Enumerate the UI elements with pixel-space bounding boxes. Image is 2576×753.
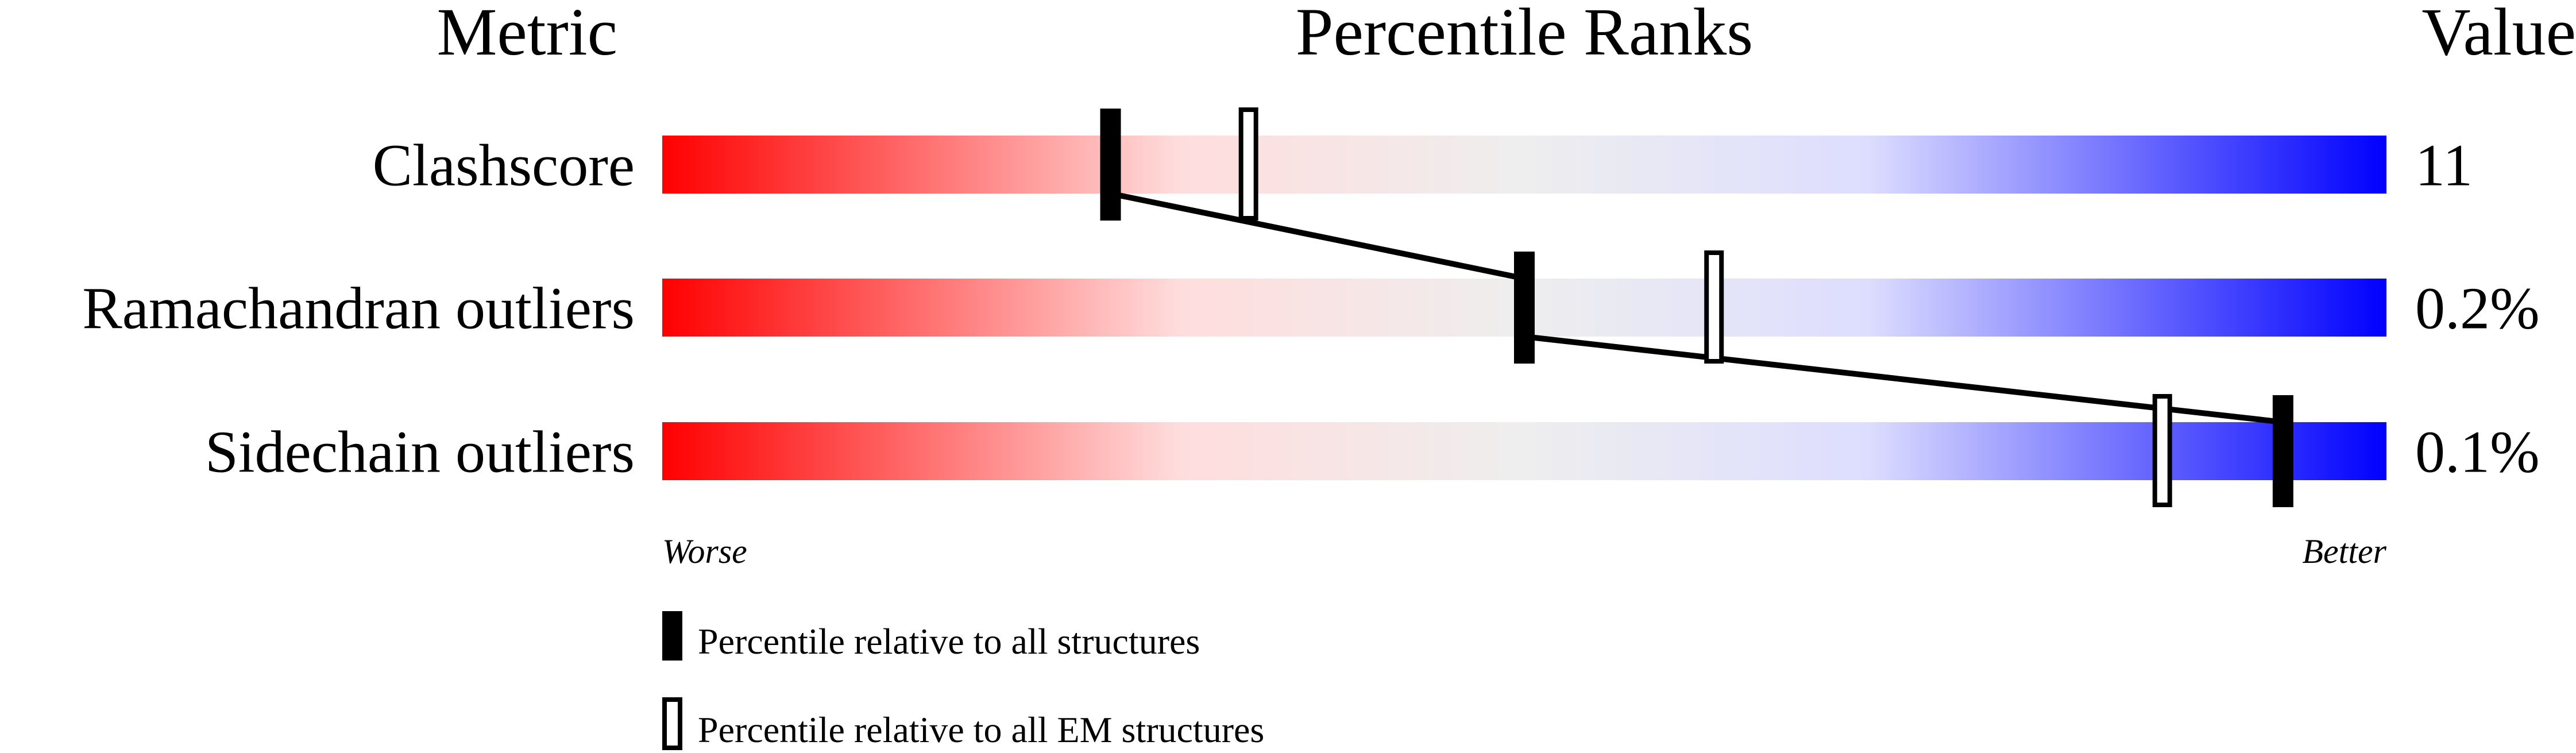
metric-value: 11 — [2415, 133, 2473, 199]
legend-open-marker — [662, 697, 682, 750]
axis-label-worse: Worse — [662, 532, 747, 570]
legend-label-all: Percentile relative to all structures — [698, 621, 1200, 662]
metric-value: 0.2% — [2415, 276, 2540, 342]
legend-label-em: Percentile relative to all EM structures — [698, 709, 1264, 750]
all-percentile-marker — [1514, 252, 1535, 364]
em-percentile-marker — [2152, 394, 2172, 507]
em-percentile-marker — [1704, 250, 1724, 364]
header-value: Value — [2421, 0, 2576, 69]
percentile-connector-line — [1110, 191, 1525, 281]
metric-label: Sidechain outliers — [205, 419, 635, 485]
percentile-bar — [662, 136, 2386, 194]
all-percentile-marker — [1100, 109, 1121, 221]
metric-label: Clashscore — [373, 133, 635, 199]
metric-value: 0.1% — [2415, 419, 2540, 485]
axis-label-better: Better — [2302, 532, 2386, 570]
em-percentile-marker — [1238, 107, 1258, 221]
percentile-bar — [662, 422, 2386, 480]
legend-filled-marker — [662, 611, 682, 661]
header-metric: Metric — [437, 0, 617, 69]
metric-label: Ramachandran outliers — [82, 276, 635, 342]
header-percentile-ranks: Percentile Ranks — [1296, 0, 1753, 69]
all-percentile-marker — [2272, 395, 2293, 507]
